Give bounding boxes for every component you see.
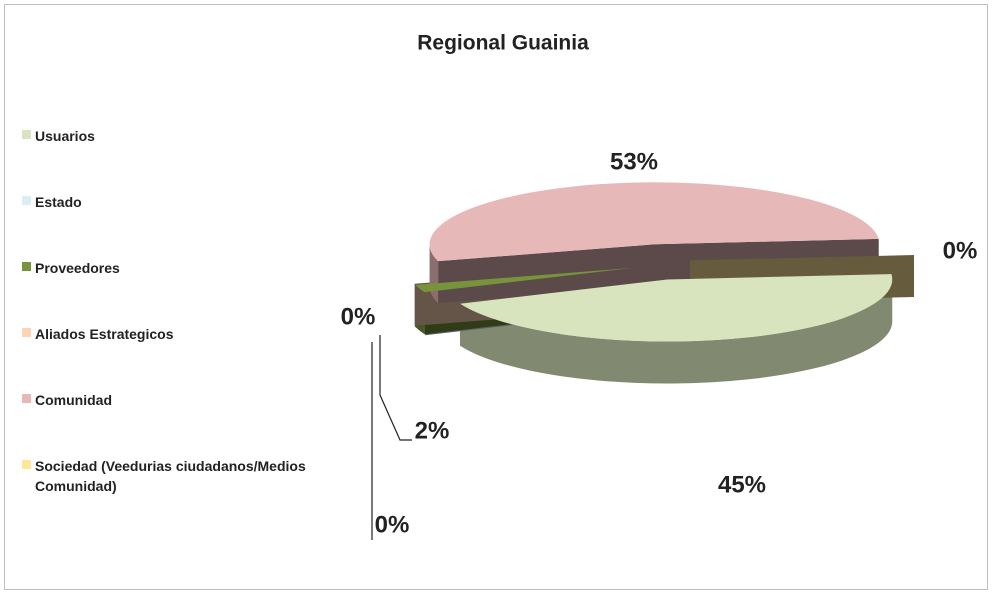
slice: [415, 267, 632, 293]
legend-label: Aliados Estrategicos: [35, 326, 174, 342]
legend-label: Proveedores: [35, 260, 120, 276]
legend-swatch: [22, 460, 31, 469]
legend-swatch: [22, 196, 31, 205]
legend: Usuarios Estado Proveedores Aliados Estrate…: [22, 126, 372, 522]
chart-title: Regional Guainia: [417, 32, 589, 55]
pie-tops: [414, 182, 915, 342]
data-label: 0%: [943, 237, 978, 264]
slice-wall: [460, 279, 893, 384]
data-label: 0%: [375, 511, 410, 538]
data-label: 45%: [718, 471, 766, 498]
legend-label: Estado: [35, 194, 82, 210]
data-label: 2%: [415, 417, 450, 444]
legend-swatch: [22, 328, 31, 337]
legend-item: Sociedad (Veedurias ciudadanos/Medios Co…: [22, 456, 372, 522]
legend-item: Usuarios: [22, 126, 372, 192]
legend-swatch: [22, 262, 31, 271]
legend-label: Usuarios: [35, 128, 95, 144]
data-label: 0%: [341, 303, 376, 330]
legend-item: Proveedores: [22, 258, 372, 324]
legend-swatch: [22, 130, 31, 139]
legend-item: Aliados Estrategicos: [22, 324, 372, 390]
legend-item: Estado: [22, 192, 372, 258]
slice: [429, 182, 879, 262]
leader-line: [379, 335, 412, 441]
legend-swatch: [22, 394, 31, 403]
legend-label: Comunidad: [35, 392, 112, 408]
slice: [460, 274, 893, 342]
slice-side: [438, 238, 879, 304]
legend-label: Sociedad (Veedurias ciudadanos/Medios Co…: [35, 458, 306, 494]
data-label: 53%: [610, 148, 658, 175]
chart-frame: [4, 4, 988, 590]
legend-item: Comunidad: [22, 390, 372, 456]
